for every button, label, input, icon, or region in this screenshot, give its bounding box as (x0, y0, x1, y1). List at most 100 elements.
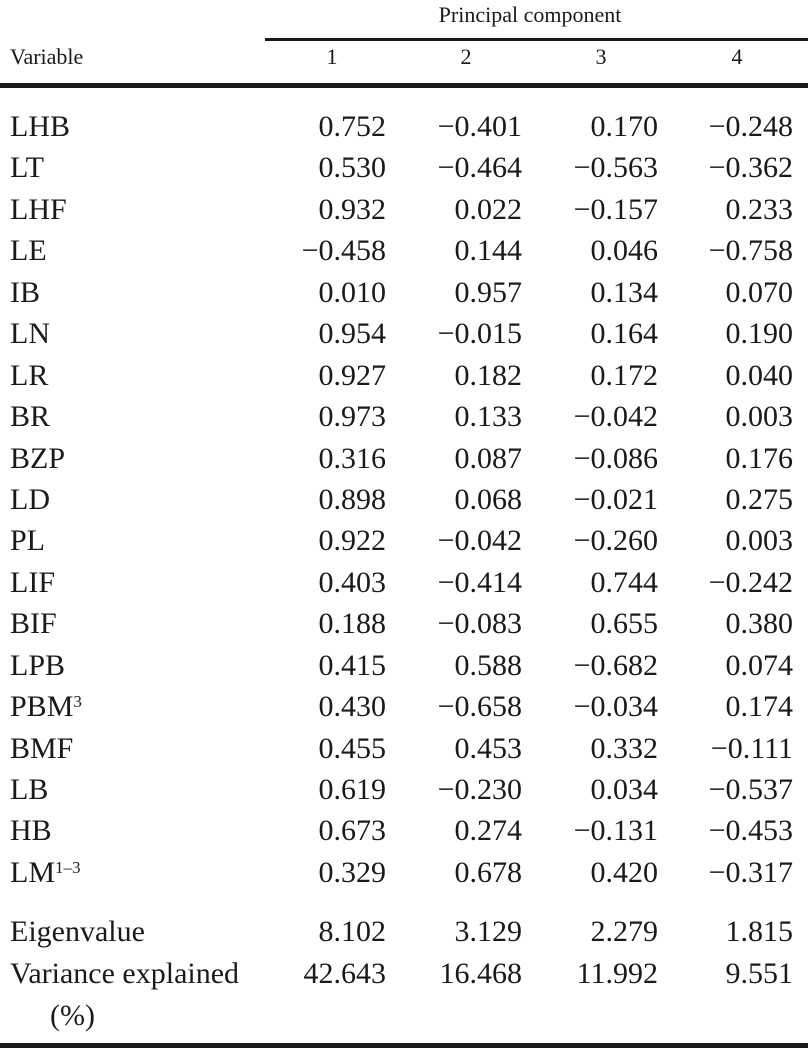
row-label: LPB (10, 645, 65, 687)
row-value: 0.380 (725, 607, 794, 641)
row-value: −0.362 (708, 151, 793, 185)
row-value: 0.275 (725, 482, 794, 516)
row-value: −0.414 (437, 565, 522, 599)
row-value: −0.131 (573, 814, 658, 848)
row-label: BR (10, 396, 50, 438)
row-label: BIF (10, 603, 57, 645)
label-text: LM (10, 855, 55, 889)
row-label: LHB (10, 106, 70, 148)
component-header: 2 (460, 44, 472, 69)
row-value: 0.954 (318, 317, 387, 351)
row-value: 0.957 (454, 275, 523, 309)
row-value: 0.403 (318, 565, 387, 599)
row-label: LB (10, 769, 48, 811)
row-value: −0.111 (710, 731, 793, 765)
label-text: PBM (10, 690, 74, 724)
row-value: −0.021 (573, 482, 658, 516)
summary-value: 16.468 (439, 956, 523, 990)
label-text: Variance explained (%) (10, 956, 240, 1032)
row-value: −0.453 (708, 814, 793, 848)
row-label: LD (10, 479, 50, 521)
row-value: −0.317 (708, 855, 793, 889)
component-header: 3 (595, 44, 607, 69)
row-value: −0.563 (573, 151, 658, 185)
row-value: 0.744 (590, 565, 659, 599)
row-value: 0.678 (454, 855, 523, 889)
row-label: IB (10, 272, 40, 314)
variable-header: Variable (10, 44, 84, 69)
row-label: LE (10, 230, 47, 272)
row-value: 0.040 (725, 358, 794, 392)
label-text: LT (10, 151, 44, 185)
label-text: LHF (10, 192, 67, 226)
row-value: −0.230 (437, 773, 522, 807)
top-rule (0, 83, 808, 88)
row-value: 0.673 (318, 814, 387, 848)
row-value: −0.464 (437, 151, 522, 185)
summary-value: 8.102 (318, 915, 387, 948)
row-value: 0.655 (590, 607, 659, 641)
row-value: −0.401 (437, 110, 522, 143)
label-text: LN (10, 317, 50, 351)
row-value: −0.537 (708, 773, 793, 807)
row-label: LIF (10, 562, 55, 604)
row-value: 0.034 (590, 773, 659, 807)
label-text: LB (10, 773, 49, 807)
group-header: Principal component (438, 2, 622, 27)
summary-value: 3.129 (454, 915, 523, 948)
row-value: 0.174 (725, 690, 794, 724)
row-label: PBM3 (10, 686, 82, 728)
row-value: 0.898 (318, 482, 387, 516)
label-text: HB (10, 814, 52, 848)
summary-value: 11.992 (576, 956, 658, 990)
label-text: BIF (10, 607, 57, 641)
row-value: −0.034 (573, 690, 658, 724)
row-value: 0.176 (725, 441, 794, 475)
row-value: −0.260 (573, 524, 658, 558)
label-superscript: 1–3 (55, 857, 81, 877)
row-value: 0.144 (454, 234, 523, 268)
row-value: 0.164 (590, 317, 659, 351)
summary-value: 2.279 (590, 915, 659, 948)
row-value: 0.070 (725, 275, 794, 309)
row-value: 0.329 (318, 855, 387, 889)
row-value: 0.172 (590, 358, 659, 392)
row-value: 0.588 (454, 648, 523, 682)
row-label: LR (10, 355, 48, 397)
row-value: 0.134 (590, 275, 659, 309)
row-value: 0.455 (318, 731, 387, 765)
row-value: 0.619 (318, 773, 387, 807)
label-text: BMF (10, 731, 74, 765)
row-label: PL (10, 520, 45, 562)
row-label: HB (10, 810, 52, 852)
label-text: IB (10, 275, 40, 309)
row-value: 0.420 (590, 855, 659, 889)
row-value: −0.242 (708, 565, 793, 599)
row-value: 0.316 (318, 441, 387, 475)
component-header: 4 (731, 44, 743, 69)
row-value: 0.087 (454, 441, 523, 475)
row-value: 0.003 (725, 524, 794, 558)
row-value: −0.015 (437, 317, 522, 351)
label-text: LHB (10, 110, 70, 143)
row-value: 0.274 (454, 814, 523, 848)
row-value: −0.157 (573, 192, 658, 226)
row-value: 0.068 (454, 482, 523, 516)
row-value: 0.922 (318, 524, 387, 558)
label-text: LPB (10, 648, 66, 682)
row-label: BZP (10, 438, 65, 480)
row-value: −0.042 (573, 400, 658, 434)
row-value: 0.932 (318, 192, 387, 226)
component-header: 1 (326, 44, 338, 69)
row-value: −0.758 (708, 234, 793, 268)
row-value: 0.415 (318, 648, 387, 682)
label-text: Eigenvalue (10, 915, 145, 948)
label-text: BR (10, 400, 51, 434)
label-text: LIF (10, 565, 55, 599)
row-value: 0.752 (318, 110, 387, 143)
row-label: LT (10, 147, 44, 189)
summary-label: Eigenvalue (10, 911, 145, 953)
row-value: −0.042 (437, 524, 522, 558)
row-value: 0.332 (590, 731, 659, 765)
